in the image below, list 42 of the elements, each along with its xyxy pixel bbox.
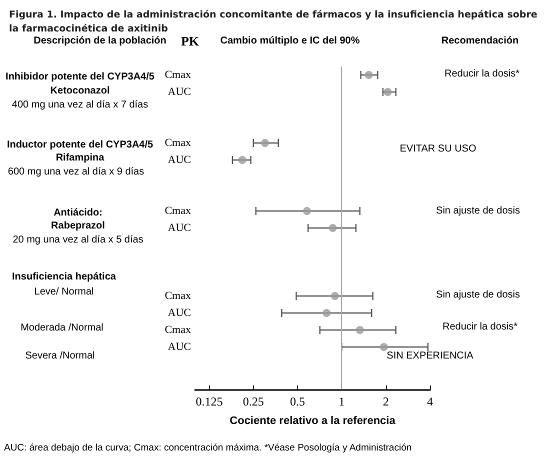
x-tick-label: 2 — [382, 394, 389, 408]
text: Moderada /Normal — [20, 322, 104, 334]
text: 600 mg una vez al día x 9 días — [8, 166, 144, 178]
y-tick-label: AUC — [168, 307, 191, 319]
y-tick-label: Cmax — [164, 137, 192, 149]
text: Reducir la dosis* — [442, 322, 518, 332]
y-tick-label: Cmax — [164, 205, 192, 217]
y-tick-label: Cmax — [164, 290, 192, 302]
text: Inhibidor potente del CYP3A4/5 — [6, 72, 155, 82]
annotation: EVITAR SU USO — [400, 144, 476, 154]
text: Severa /Normal — [25, 350, 95, 362]
text: Cambio múltiplo e IC del 90% — [220, 36, 360, 46]
x-tick-label: 4 — [427, 394, 433, 408]
x-tick-label: 0.25 — [242, 394, 264, 408]
x-tick-label: 0.5 — [290, 394, 306, 408]
text: 400 mg una vez al día x 7 días — [12, 100, 148, 110]
text: Sin ajuste de dosis — [436, 290, 520, 300]
y-tick-label: Cmax — [164, 324, 192, 336]
text: Descripción de la población — [34, 36, 166, 46]
text: 20 mg una vez al día x 5 días — [12, 234, 144, 246]
text: Insuficiencia hepática — [12, 272, 116, 282]
y-tick-label: AUC — [168, 222, 191, 234]
text: Reducir la dosis* — [444, 68, 520, 80]
y-tick-label: AUC — [168, 86, 191, 98]
text: Leve/ Normal — [34, 286, 94, 298]
x-tick-label: 1 — [338, 394, 345, 408]
text: Recomendación — [441, 36, 519, 46]
text: Ketoconazol — [50, 86, 110, 96]
x-axis-title: Cociente relativo a la referencia — [230, 415, 396, 427]
x-tick-label: 0.125 — [196, 394, 223, 408]
text: PK — [180, 34, 200, 48]
y-tick-label: AUC — [168, 154, 191, 166]
text: Sin ajuste de dosis — [436, 206, 520, 216]
text: Rabeprazol — [51, 220, 106, 232]
chart-title: Figura 1. Impacto de la administración concomitante de fármacos y la insuficiencia hepática sobre la farmacocinética de axitinib — [9, 10, 541, 34]
text: Antiácido: — [54, 208, 102, 218]
text: Inductor potente del CYP3A4/5 — [6, 140, 154, 150]
annotation: SIN EXPERIENCIA — [386, 350, 474, 362]
text: AUC: área debajo de la curva; Cmax: concentración máxima. *Véase Posología y Administración — [4, 442, 412, 454]
y-tick-label: Cmax — [164, 69, 192, 81]
text: Rifampina — [56, 152, 105, 164]
y-tick-label: AUC — [168, 341, 191, 353]
